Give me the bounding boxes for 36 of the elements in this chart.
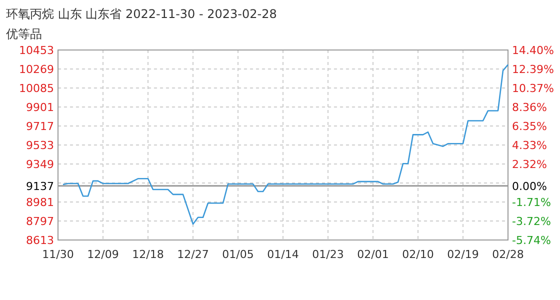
y2-tick-label: 2.32% — [512, 158, 547, 171]
y2-tick-label: -3.72% — [512, 214, 551, 228]
x-tick-label: 02/10 — [402, 248, 434, 261]
y-tick-label: 10085 — [19, 82, 54, 95]
x-tick-label: 01/05 — [222, 248, 254, 261]
y-tick-label: 10269 — [19, 63, 54, 76]
x-tick-label: 02/01 — [357, 248, 389, 261]
chart-title: 环氧丙烷 山东 山东省 2022-11-30 - 2023-02-28 — [6, 7, 277, 21]
x-tick-label: 01/23 — [312, 248, 344, 261]
x-tick-label: 12/09 — [87, 248, 119, 261]
y-tick-label: 8797 — [26, 215, 54, 228]
x-tick-label: 02/19 — [447, 248, 479, 261]
y-tick-label: 10453 — [19, 44, 54, 57]
y2-tick-label: 14.40% — [512, 44, 554, 57]
y2-tick-label: -1.71% — [512, 196, 551, 209]
y2-tick-label: -5.74% — [512, 234, 551, 247]
y2-tick-label: 6.35% — [512, 120, 547, 133]
x-tick-label: 11/30 — [42, 248, 74, 261]
y-tick-label: 9901 — [26, 101, 54, 114]
y2-tick-label: 12.39% — [512, 62, 554, 76]
y-tick-label: 9137 — [26, 180, 54, 193]
x-tick-label: 01/14 — [267, 248, 299, 261]
chart-subtitle: 优等品 — [6, 27, 42, 41]
y-tick-label: 8981 — [26, 196, 54, 209]
y-tick-label: 9349 — [26, 158, 54, 171]
y-tick-label: 8613 — [26, 234, 54, 247]
y2-tick-label: 0.00% — [512, 180, 547, 193]
y-tick-label: 9533 — [26, 139, 54, 152]
y2-tick-label: 8.36% — [512, 100, 547, 114]
x-tick-label: 12/27 — [177, 248, 209, 261]
y-tick-label: 9717 — [26, 120, 54, 133]
y2-tick-label: 4.33% — [512, 139, 547, 152]
y2-tick-label: 10.37% — [512, 82, 554, 96]
x-tick-label: 02/28 — [492, 248, 524, 261]
x-tick-label: 12/18 — [132, 248, 164, 261]
line-series — [62, 64, 509, 225]
